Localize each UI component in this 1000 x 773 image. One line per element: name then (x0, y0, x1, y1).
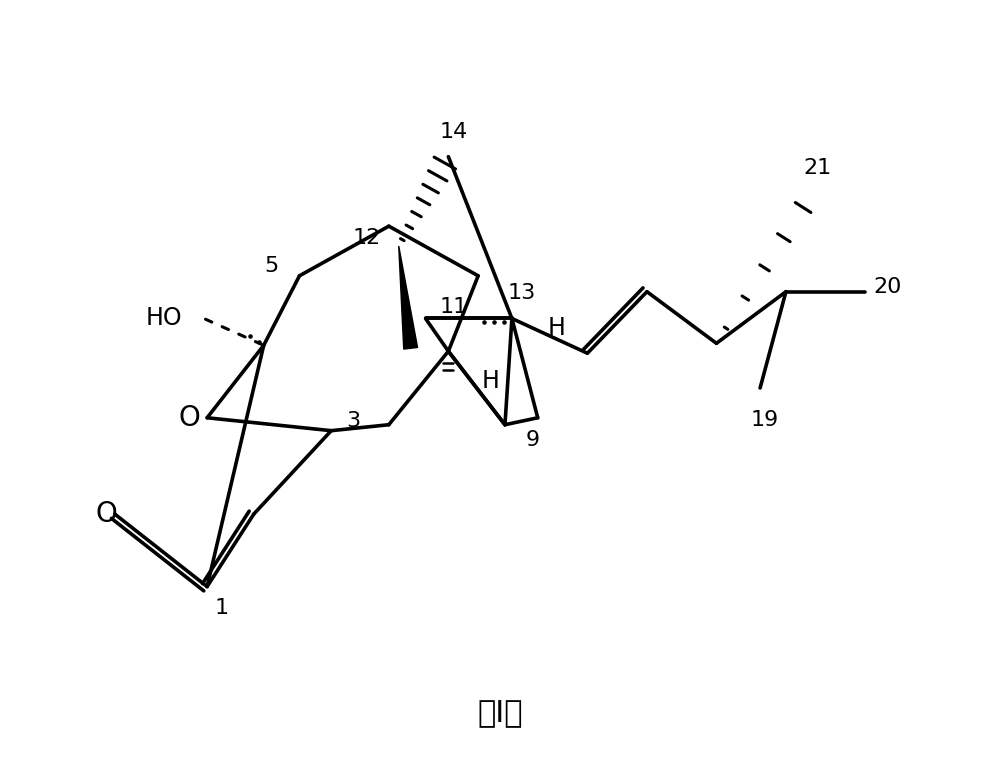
Text: 12: 12 (353, 228, 381, 248)
Text: HO: HO (146, 306, 183, 331)
Text: H: H (548, 316, 566, 340)
Text: H: H (481, 369, 499, 393)
Text: 20: 20 (873, 277, 901, 297)
Text: （I）: （I） (477, 698, 523, 727)
Text: O: O (178, 404, 200, 432)
Text: O: O (96, 500, 118, 528)
Text: 19: 19 (751, 410, 779, 430)
Text: 21: 21 (804, 158, 832, 178)
Text: 9: 9 (526, 430, 540, 450)
Text: 13: 13 (508, 283, 536, 303)
Text: 14: 14 (439, 122, 467, 141)
Text: 11: 11 (439, 297, 467, 317)
Text: 5: 5 (265, 256, 279, 276)
Text: 1: 1 (215, 598, 229, 618)
Text: 3: 3 (346, 410, 360, 431)
Polygon shape (399, 246, 418, 349)
